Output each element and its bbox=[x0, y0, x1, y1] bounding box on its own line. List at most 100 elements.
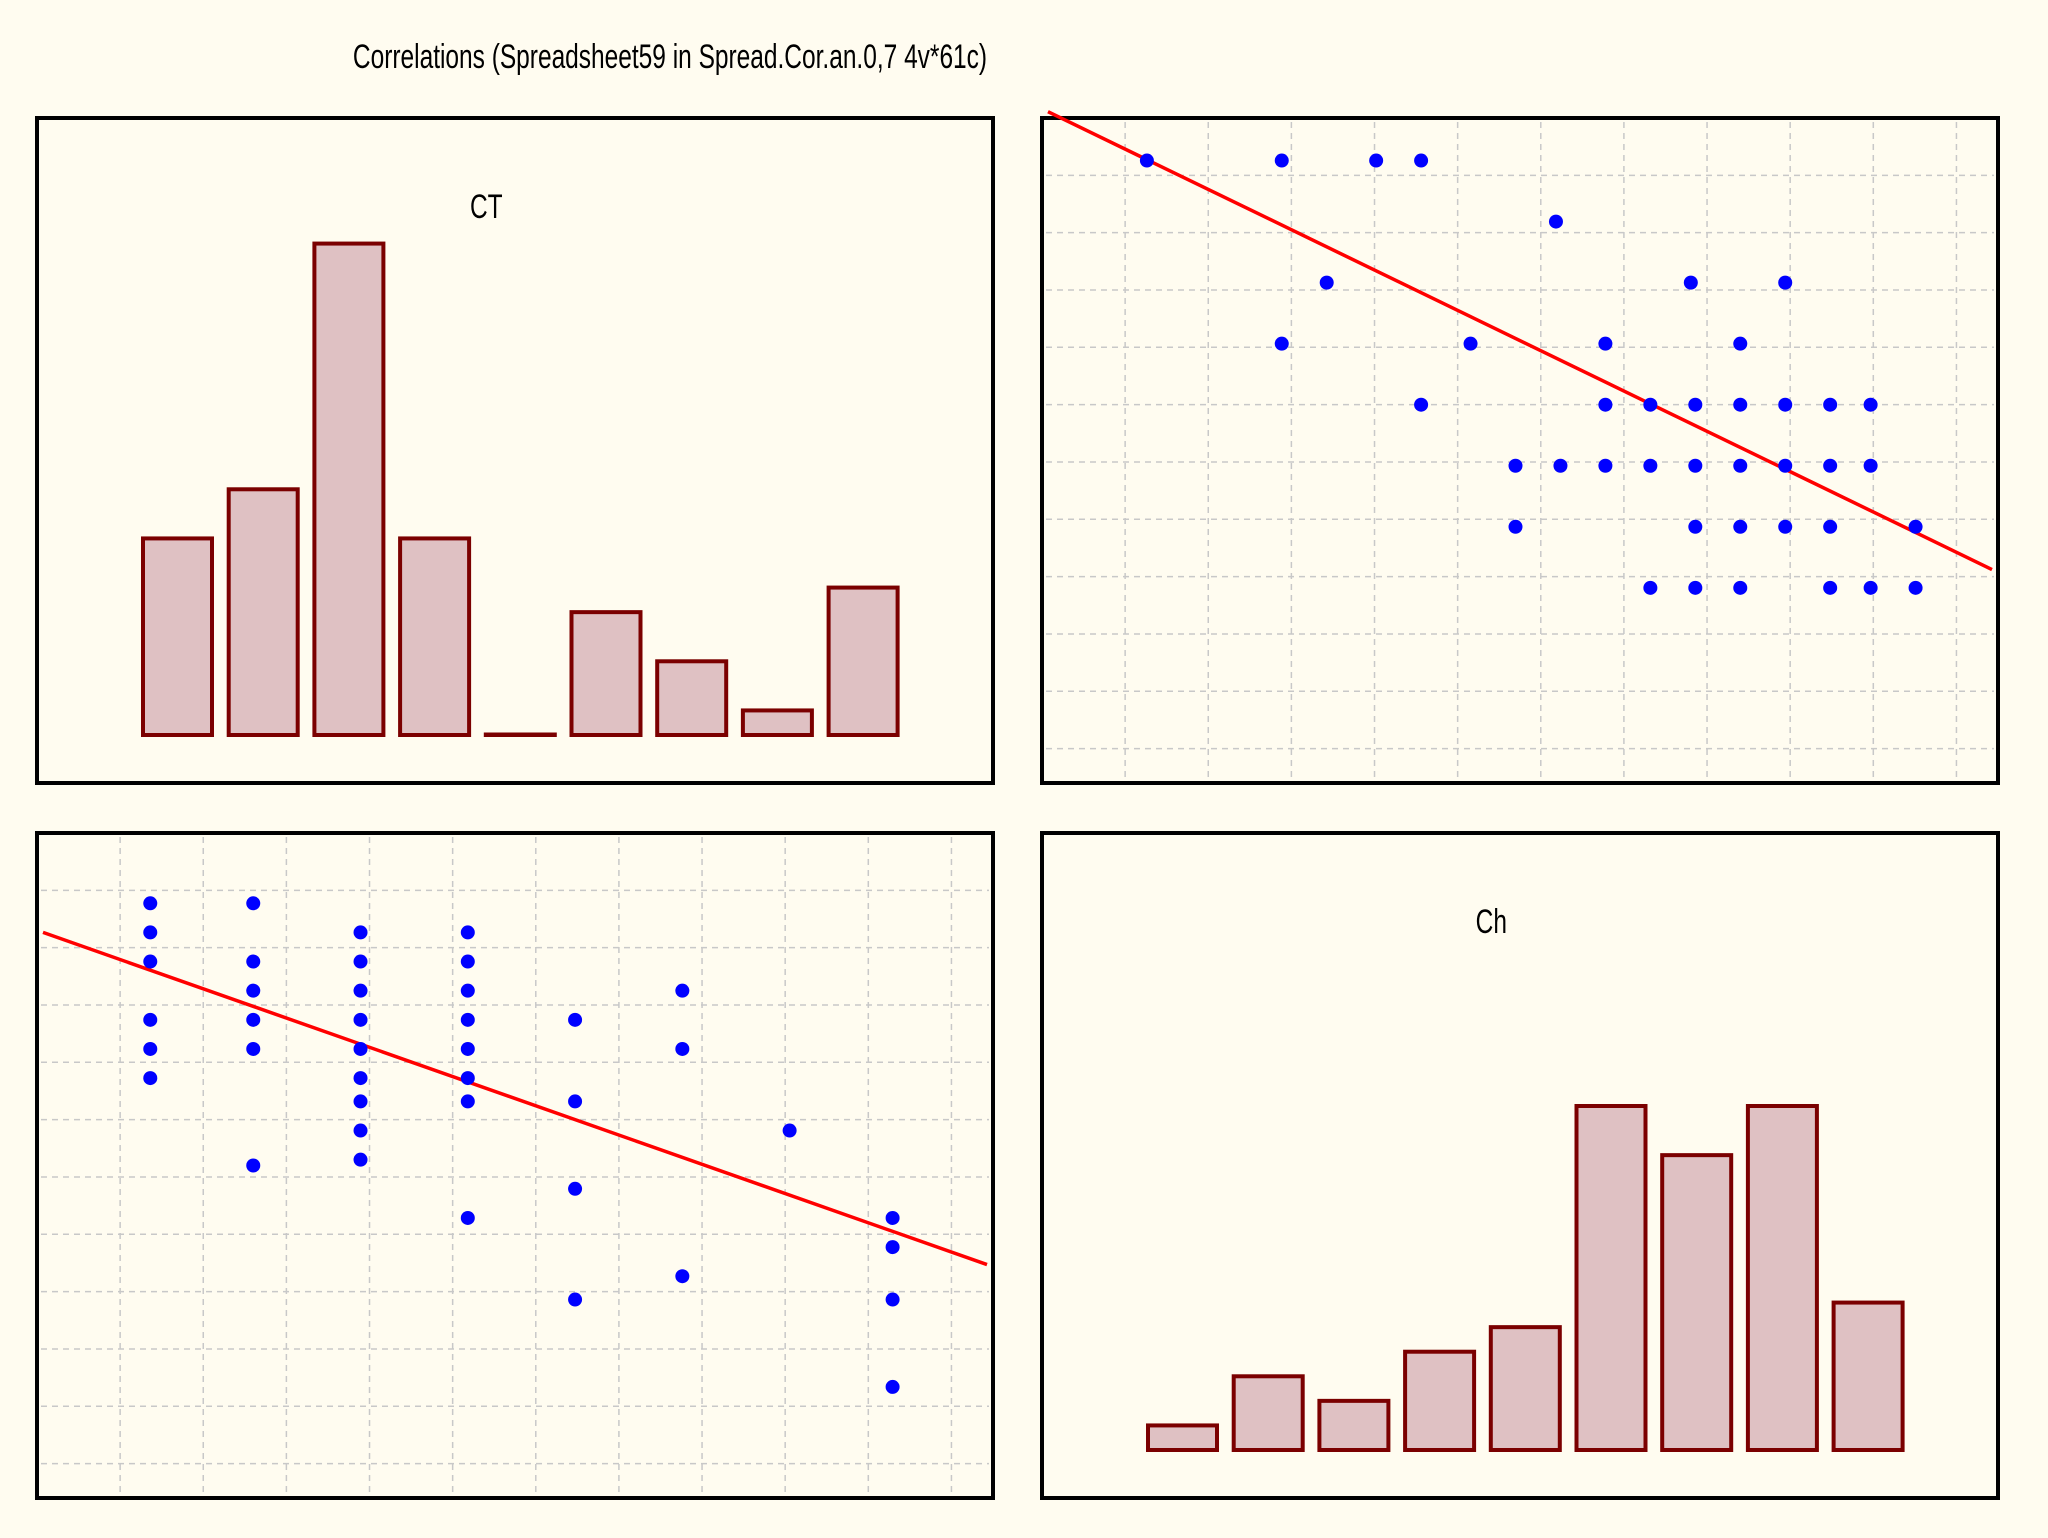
scatter-point bbox=[1553, 458, 1568, 473]
scatter-point bbox=[143, 1041, 158, 1056]
histogram-bar bbox=[1574, 1104, 1648, 1452]
scatter-point bbox=[246, 896, 261, 911]
scatter-grid bbox=[41, 837, 989, 1494]
scatter-point bbox=[1414, 397, 1429, 412]
panel-frame bbox=[1040, 831, 2000, 1500]
scatter-point bbox=[246, 954, 261, 969]
panel-2 bbox=[1040, 110, 2000, 785]
scatter-point bbox=[1683, 275, 1698, 290]
scatter-point bbox=[353, 1123, 368, 1138]
scatter-point bbox=[1733, 580, 1748, 595]
scatter-point bbox=[1908, 580, 1923, 595]
regression-line bbox=[42, 930, 988, 1267]
scatter-point bbox=[1414, 153, 1429, 168]
scatter-point bbox=[1863, 397, 1878, 412]
scatter-point bbox=[1863, 458, 1878, 473]
histogram-bar bbox=[1231, 1374, 1305, 1453]
panel-1: CT bbox=[35, 116, 995, 785]
histogram-bar bbox=[569, 610, 643, 738]
scatter-point bbox=[1369, 153, 1384, 168]
scatter-point bbox=[460, 1041, 475, 1056]
histogram-bar bbox=[1831, 1300, 1905, 1452]
scatter-point bbox=[1508, 458, 1523, 473]
scatter-point bbox=[353, 954, 368, 969]
scatter-point bbox=[246, 1158, 261, 1173]
scatter-point bbox=[143, 954, 158, 969]
scatter-point bbox=[1319, 275, 1334, 290]
scatter-point bbox=[1598, 458, 1613, 473]
scatter-point bbox=[1688, 458, 1703, 473]
scatter-point bbox=[353, 925, 368, 940]
scatter-point bbox=[353, 1012, 368, 1027]
scatter-point bbox=[675, 1269, 690, 1284]
scatter-point bbox=[1823, 397, 1838, 412]
scatter-point bbox=[1598, 336, 1613, 351]
histogram-title: Ch bbox=[1476, 903, 1507, 941]
scatter-point bbox=[1274, 336, 1289, 351]
histogram-bar bbox=[398, 536, 472, 738]
regression-line bbox=[1047, 110, 1993, 572]
histogram-title: CT bbox=[470, 188, 503, 226]
scatter-point bbox=[1688, 580, 1703, 595]
scatter-point bbox=[460, 1210, 475, 1225]
scatter-point bbox=[1778, 397, 1793, 412]
scatter-point bbox=[1778, 458, 1793, 473]
scatter-point bbox=[1733, 519, 1748, 534]
scatter-point bbox=[1908, 519, 1923, 534]
histogram-bar bbox=[1403, 1349, 1477, 1452]
scatter-point bbox=[1548, 214, 1563, 229]
scatter-point bbox=[568, 1094, 583, 1109]
scatter-point bbox=[1508, 519, 1523, 534]
scatter-point bbox=[1688, 397, 1703, 412]
scatter-point bbox=[460, 1012, 475, 1027]
scatter-point bbox=[1778, 519, 1793, 534]
histogram-bar bbox=[1660, 1153, 1734, 1452]
scatter-point bbox=[568, 1292, 583, 1307]
scatter-point bbox=[1863, 580, 1878, 595]
scatter-point bbox=[143, 896, 158, 911]
scatter-point bbox=[353, 1041, 368, 1056]
histogram-bar bbox=[1745, 1104, 1819, 1452]
histogram-bar bbox=[655, 659, 729, 737]
scatter-point bbox=[1733, 397, 1748, 412]
scatter-point bbox=[1274, 153, 1289, 168]
histogram-bar bbox=[141, 536, 214, 738]
scatter-point bbox=[460, 954, 475, 969]
scatter-point bbox=[1463, 336, 1478, 351]
scatter-point bbox=[1823, 458, 1838, 473]
scatter-point bbox=[353, 1071, 368, 1086]
histogram-bar bbox=[1146, 1423, 1219, 1453]
scatter-point bbox=[885, 1379, 900, 1394]
scatter-point bbox=[1733, 458, 1748, 473]
scatter-point bbox=[782, 1123, 797, 1138]
scatter-grid bbox=[1046, 122, 1994, 779]
histogram-bar bbox=[740, 708, 814, 738]
histogram-bar bbox=[1488, 1325, 1562, 1452]
scatter-point bbox=[1643, 580, 1658, 595]
scatter-point bbox=[1643, 397, 1658, 412]
histogram-bar bbox=[483, 732, 557, 737]
histogram-bar bbox=[312, 241, 386, 737]
scatter-point bbox=[885, 1292, 900, 1307]
scatter-point bbox=[460, 1071, 475, 1086]
scatter-point bbox=[1778, 275, 1793, 290]
panel-frame bbox=[35, 831, 995, 1500]
scatter-point bbox=[885, 1210, 900, 1225]
scatter-point bbox=[460, 925, 475, 940]
histogram-bar bbox=[1317, 1398, 1391, 1453]
scatter-point bbox=[1139, 153, 1154, 168]
main-title: Correlations (Spreadsheet59 in Spread.Co… bbox=[352, 38, 988, 76]
histogram-bar bbox=[226, 487, 300, 737]
histogram-bar bbox=[826, 585, 900, 737]
scatter-point bbox=[143, 1071, 158, 1086]
panel-3 bbox=[35, 831, 995, 1500]
scatter-point bbox=[568, 1012, 583, 1027]
scatter-point bbox=[568, 1181, 583, 1196]
scatter-point bbox=[1823, 580, 1838, 595]
scatter-point bbox=[885, 1240, 900, 1255]
scatter-point bbox=[1733, 336, 1748, 351]
scatter-point bbox=[1823, 519, 1838, 534]
scatter-point bbox=[353, 983, 368, 998]
scatter-point bbox=[143, 1012, 158, 1027]
